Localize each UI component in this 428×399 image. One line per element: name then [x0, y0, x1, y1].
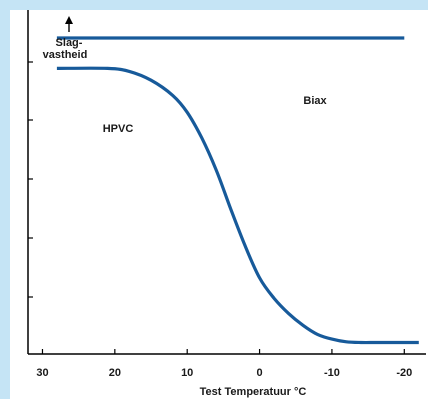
x-tick-label: -10	[324, 367, 340, 379]
chart-panel: 30 20 10 0 -10 -20 Slag-vastheid Biax HPVC Test …	[10, 10, 428, 399]
labels-group: Slag-vastheid Biax HPVC Test Temperatuur °C	[43, 16, 327, 398]
x-axis-title: Test Temperatuur °C	[200, 386, 307, 398]
y-ticks	[28, 61, 33, 298]
x-ticks: 30 20 10 0 -10 -20	[36, 349, 412, 379]
series-label-hpvc: HPVC	[103, 123, 134, 135]
series-line-hpvc	[56, 66, 419, 345]
axes	[27, 10, 426, 355]
y-axis-label-line1: Slag-	[56, 37, 83, 49]
impact-strength-chart: 30 20 10 0 -10 -20 Slag-vastheid Biax HPVC Test …	[27, 10, 426, 398]
y-axis-arrow-head	[65, 16, 73, 24]
x-tick-label: 20	[109, 367, 121, 379]
x-tick-label: -20	[396, 367, 412, 379]
series-group	[56, 36, 419, 345]
series-label-biax: Biax	[303, 95, 327, 107]
x-tick-label: 0	[257, 367, 263, 379]
y-axis-label-line2: vastheid	[43, 49, 88, 61]
x-tick-label: 30	[36, 367, 48, 379]
x-tick-label: 10	[181, 367, 193, 379]
